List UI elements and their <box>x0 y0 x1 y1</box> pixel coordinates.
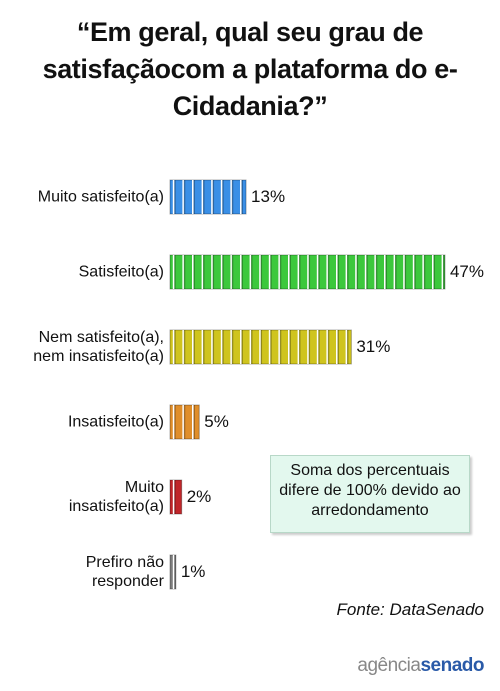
value-label: 13% <box>251 187 286 206</box>
bar-segments <box>170 555 176 589</box>
bar-segments <box>170 330 352 364</box>
category-label: Satisfeito(a) <box>78 263 164 281</box>
category-label: Muito satisfeito(a) <box>37 188 164 206</box>
logo-part: agência <box>357 655 421 676</box>
value-label: 31% <box>356 337 391 356</box>
chart-title: “Em geral, qual seu grau de satisfaçãoco… <box>42 17 458 121</box>
value-label: 5% <box>204 412 229 431</box>
category-label: Insatisfeito(a) <box>67 413 164 431</box>
value-label: 47% <box>449 262 484 281</box>
bar-segments <box>170 180 247 214</box>
value-label: 2% <box>186 487 212 506</box>
category-label: Prefiro não responder <box>85 554 164 590</box>
note-box: Soma dos percentuais difere de 100% devi… <box>270 455 470 533</box>
category-label: Muito insatisfeito(a) <box>68 479 164 515</box>
value-label: 1% <box>180 562 206 581</box>
bar-segments <box>170 480 182 514</box>
source: Fonte: DataSenado <box>336 600 484 619</box>
bar-segments <box>170 255 445 289</box>
category-label: Nem satisfeito(a), nem insatisfeito(a) <box>33 329 164 365</box>
bar-segments <box>170 405 200 439</box>
logo-part: senado <box>420 655 484 676</box>
logo: agênciasenado <box>357 655 484 677</box>
